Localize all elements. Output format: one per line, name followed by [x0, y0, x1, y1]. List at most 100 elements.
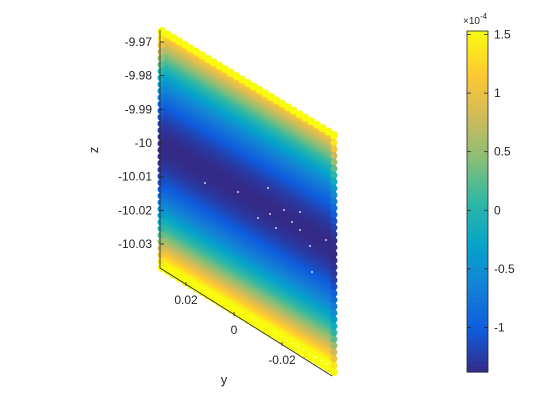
- edge-marker: [301, 113, 310, 122]
- colorbar-segment: [467, 153, 488, 160]
- colorbar-segment: [467, 84, 488, 91]
- edge-marker: [330, 257, 338, 265]
- edge-marker: [244, 79, 252, 87]
- edge-marker: [330, 368, 338, 376]
- colorbar-segment: [467, 180, 488, 187]
- edge-marker: [330, 296, 338, 304]
- edge-marker: [157, 139, 165, 147]
- z-axis-ticks: -9.97 -9.98 -9.99 -10 -10.01 -10.02 -10.03: [118, 35, 164, 251]
- colorbar-segment: [467, 249, 488, 256]
- edge-marker: [295, 347, 304, 356]
- edge-marker: [157, 100, 165, 108]
- edge-marker: [330, 165, 338, 173]
- edge-marker: [157, 251, 165, 259]
- colorbar-segment: [467, 222, 488, 229]
- colorbar-segment: [467, 345, 488, 352]
- edge-marker: [330, 152, 338, 160]
- color-bands: [160, 30, 336, 374]
- edge-marker: [157, 225, 165, 233]
- edge-marker: [318, 124, 327, 133]
- z-axis: -9.97 -9.98 -9.99 -10 -10.01 -10.02 -10.03 z: [86, 30, 164, 268]
- edge-marker: [175, 37, 184, 46]
- edge-marker: [215, 61, 224, 70]
- edge-marker: [330, 361, 338, 369]
- edge-marker: [186, 281, 195, 290]
- edge-marker: [330, 335, 338, 343]
- colorbar-segment: [467, 94, 488, 101]
- colorbar-frame: [466, 30, 489, 373]
- colorbar-segment: [467, 324, 488, 330]
- colorbar-exponent-base: ×10: [463, 16, 480, 27]
- edge-marker: [203, 291, 212, 300]
- colorbar-segment: [467, 270, 488, 277]
- edge-marker: [330, 283, 338, 291]
- edge-marker: [221, 302, 230, 311]
- edge-marker: [330, 302, 338, 310]
- edge-marker: [157, 120, 165, 128]
- colorbar-segment: [467, 164, 488, 171]
- edge-marker: [330, 348, 338, 356]
- edge-marker: [249, 82, 258, 91]
- y-tick-label: 0: [231, 323, 238, 337]
- edge-marker: [289, 106, 298, 115]
- colorbar-segment: [467, 265, 488, 272]
- colorbar-segment: [467, 238, 488, 245]
- speckle-marker: [299, 211, 301, 213]
- colorbar-segment: [467, 361, 488, 368]
- edge-marker: [198, 288, 207, 297]
- y-axis: 0.02 0 -0.02 y: [159, 267, 333, 387]
- edge-marker: [157, 61, 165, 69]
- edge-marker: [330, 329, 338, 337]
- edge-marker: [330, 145, 338, 153]
- edge-marker: [330, 270, 338, 278]
- edge-marker: [157, 205, 165, 213]
- edge-marker: [157, 67, 165, 75]
- edge-marker: [157, 107, 165, 115]
- colorbar-segment: [467, 132, 488, 139]
- z-tick-label: -10.02: [118, 203, 152, 217]
- y-tick-label: 0.02: [174, 293, 198, 307]
- colorbar-segment: [467, 196, 488, 203]
- colorbar-segment: [467, 308, 488, 314]
- colorbar-segment: [467, 212, 488, 219]
- colorbar-segment: [467, 281, 488, 288]
- colorbar-segment: [467, 233, 488, 240]
- colorbar-segment: [467, 41, 488, 48]
- colorbar-segment: [467, 142, 488, 149]
- edge-marker: [157, 257, 165, 265]
- edge-marker: [330, 191, 338, 199]
- edge-marker: [278, 336, 287, 345]
- colorbar-segment: [467, 78, 488, 85]
- edge-marker: [330, 289, 338, 297]
- colorbar-segment: [467, 297, 488, 304]
- edge-marker: [157, 212, 165, 220]
- colorbar-segment: [467, 116, 488, 123]
- edge-marker: [163, 267, 172, 276]
- colorbar-tick-label: 0: [494, 203, 501, 217]
- colorbar-segment: [467, 158, 488, 165]
- colorbar-segment: [467, 110, 488, 117]
- edge-marker: [330, 198, 338, 206]
- edge-marker: [330, 309, 338, 317]
- edge-marker: [157, 198, 165, 206]
- edge-marker: [157, 74, 165, 82]
- colorbar-segment: [467, 276, 488, 283]
- colorbar-segment: [467, 318, 488, 325]
- colorbar-segment: [467, 366, 488, 373]
- edge-marker: [330, 217, 338, 225]
- edge-marker: [157, 35, 165, 43]
- colorbar-gradient: [467, 31, 488, 373]
- edge-marker: [272, 333, 281, 342]
- colorbar-segment: [467, 292, 488, 299]
- speckle-marker: [267, 187, 269, 189]
- y-axis-label: y: [221, 372, 228, 387]
- edge-marker: [157, 28, 165, 36]
- edge-marker: [301, 350, 310, 359]
- edge-marker: [330, 243, 338, 251]
- edge-marker: [330, 316, 338, 324]
- colorbar-segment: [467, 73, 488, 80]
- edge-marker: [157, 218, 165, 226]
- colorbar-segment: [467, 313, 488, 320]
- edge-marker: [324, 364, 333, 373]
- edge-marker: [157, 87, 165, 95]
